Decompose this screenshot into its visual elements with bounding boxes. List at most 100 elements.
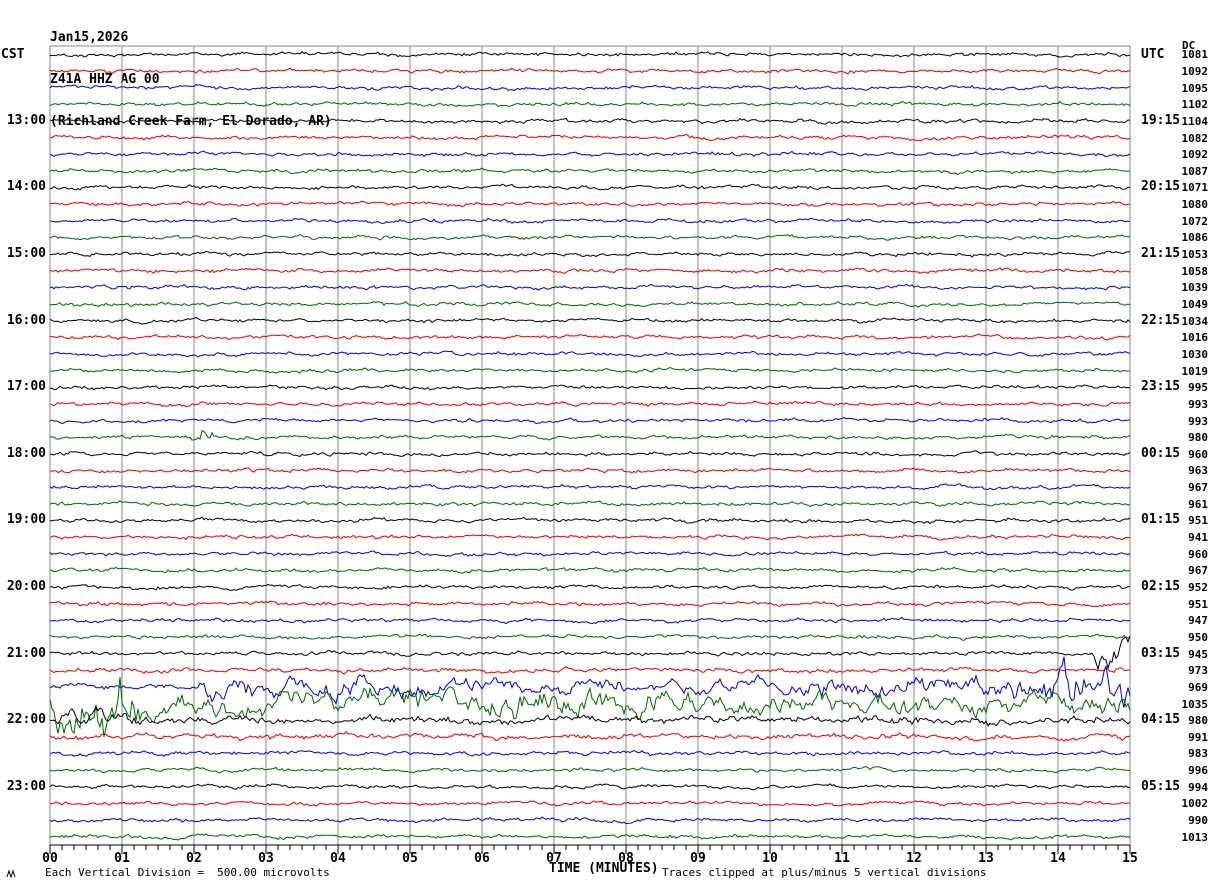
cst-hour-label: 16:00 (6, 312, 46, 328)
dc-value: 1095 (1181, 81, 1209, 95)
trace-row (49, 333, 1131, 341)
cst-hour-label: 14:00 (6, 179, 46, 195)
cst-hour-label: 23:00 (6, 778, 46, 794)
dc-value: 960 (1188, 447, 1208, 461)
cst-hour-label: 13:00 (6, 112, 46, 128)
axis-ticks (49, 845, 1131, 854)
trace-row (49, 800, 1131, 807)
trace-row (49, 384, 1131, 391)
x-tick-label: 04 (330, 851, 346, 866)
utc-hour-label: 00:15 (1141, 445, 1181, 461)
dc-column-header: DC (1182, 39, 1196, 52)
cst-hour-label: 22:00 (6, 712, 46, 728)
trace-row (49, 730, 1131, 743)
utc-hour-label: 04:15 (1141, 712, 1181, 728)
x-tick-label: 14 (1050, 851, 1066, 866)
right-axis-title: UTC (1141, 47, 1165, 62)
trace-row (49, 250, 1131, 258)
x-tick-label: 09 (690, 851, 706, 866)
dc-value: 993 (1188, 397, 1208, 411)
dc-value: 1030 (1181, 347, 1209, 361)
dc-value: 961 (1188, 497, 1208, 511)
dc-value: 1039 (1181, 281, 1209, 295)
x-tick-label: 05 (402, 851, 418, 866)
trace-row (49, 516, 1131, 525)
dc-value: 947 (1188, 614, 1208, 628)
trace-row (49, 766, 1131, 774)
x-tick-label: 08 (618, 851, 634, 866)
dc-value: 1035 (1181, 697, 1209, 711)
trace-row (49, 749, 1131, 757)
x-tick-label: 12 (906, 851, 922, 866)
dc-value: 990 (1188, 814, 1208, 828)
trace-row (49, 500, 1131, 508)
cst-hour-label: 20:00 (6, 578, 46, 594)
title-date: Jan15,2026 (50, 30, 129, 45)
x-tick-label: 03 (258, 851, 274, 866)
trace-row (49, 616, 1131, 625)
trace-row (49, 67, 1131, 75)
dc-value: 950 (1188, 630, 1208, 644)
trace-row (49, 84, 1131, 92)
dc-value: 1058 (1181, 264, 1209, 278)
dc-value: 1082 (1181, 131, 1209, 145)
trace-row (49, 676, 1131, 738)
dc-value: 991 (1188, 730, 1208, 744)
cst-hour-label: 19:00 (6, 512, 46, 528)
dc-value: 1081 (1181, 48, 1209, 62)
x-tick-label: 06 (474, 851, 490, 866)
cst-hour-label: 18:00 (6, 445, 46, 461)
trace-row (49, 100, 1131, 108)
utc-hour-label: 01:15 (1141, 512, 1181, 528)
dc-value: 1092 (1181, 148, 1209, 162)
utc-hour-label: 23:15 (1141, 379, 1181, 395)
trace-row (49, 366, 1131, 374)
trace-row (49, 816, 1131, 825)
dc-value: 1102 (1181, 98, 1209, 112)
trace-row (49, 533, 1131, 541)
dc-value: 1104 (1181, 114, 1209, 128)
trace-row (49, 600, 1131, 608)
utc-hour-label: 03:15 (1141, 645, 1181, 661)
utc-hour-label: 22:15 (1141, 312, 1181, 328)
trace-row (49, 183, 1131, 191)
trace-row (49, 217, 1131, 224)
trace-row (49, 200, 1131, 208)
trace-row (49, 633, 1131, 642)
trace-row (49, 483, 1131, 491)
x-tick-label: 15 (1122, 851, 1138, 866)
trace-row (49, 267, 1131, 275)
scale-note: Each Vertical Division = 500.00 microvol… (45, 866, 330, 879)
dc-value: 967 (1188, 481, 1208, 495)
utc-hour-label: 02:15 (1141, 578, 1181, 594)
dc-value: 1019 (1181, 364, 1209, 378)
trace-row (49, 417, 1131, 425)
trace-row (49, 167, 1131, 176)
cst-hour-label: 15:00 (6, 246, 46, 262)
dc-value: 1080 (1181, 198, 1209, 212)
dc-value: 1087 (1181, 164, 1209, 178)
dc-value: 994 (1188, 780, 1208, 794)
dc-value: 993 (1188, 414, 1208, 428)
trace-row (49, 550, 1131, 557)
dc-value: 980 (1188, 431, 1208, 445)
dc-value: 1086 (1181, 231, 1209, 245)
dc-value: 1049 (1181, 298, 1209, 311)
dc-value: 1072 (1181, 214, 1209, 228)
dc-value: 983 (1188, 747, 1208, 761)
cst-hour-label: 17:00 (6, 379, 46, 395)
dc-value: 1092 (1181, 64, 1209, 78)
dc-value: 1071 (1181, 181, 1209, 195)
trace-row (49, 467, 1131, 474)
dc-value: 945 (1188, 647, 1208, 661)
trace-row (49, 832, 1131, 841)
dc-value: 960 (1188, 547, 1208, 561)
dc-value: 1013 (1181, 830, 1209, 844)
x-tick-label: 13 (978, 851, 994, 866)
dc-value: 1016 (1181, 331, 1209, 345)
trace-row (49, 117, 1131, 125)
dc-value: 1002 (1181, 797, 1209, 811)
trace-row (49, 133, 1131, 142)
x-tick-label: 10 (762, 851, 778, 866)
